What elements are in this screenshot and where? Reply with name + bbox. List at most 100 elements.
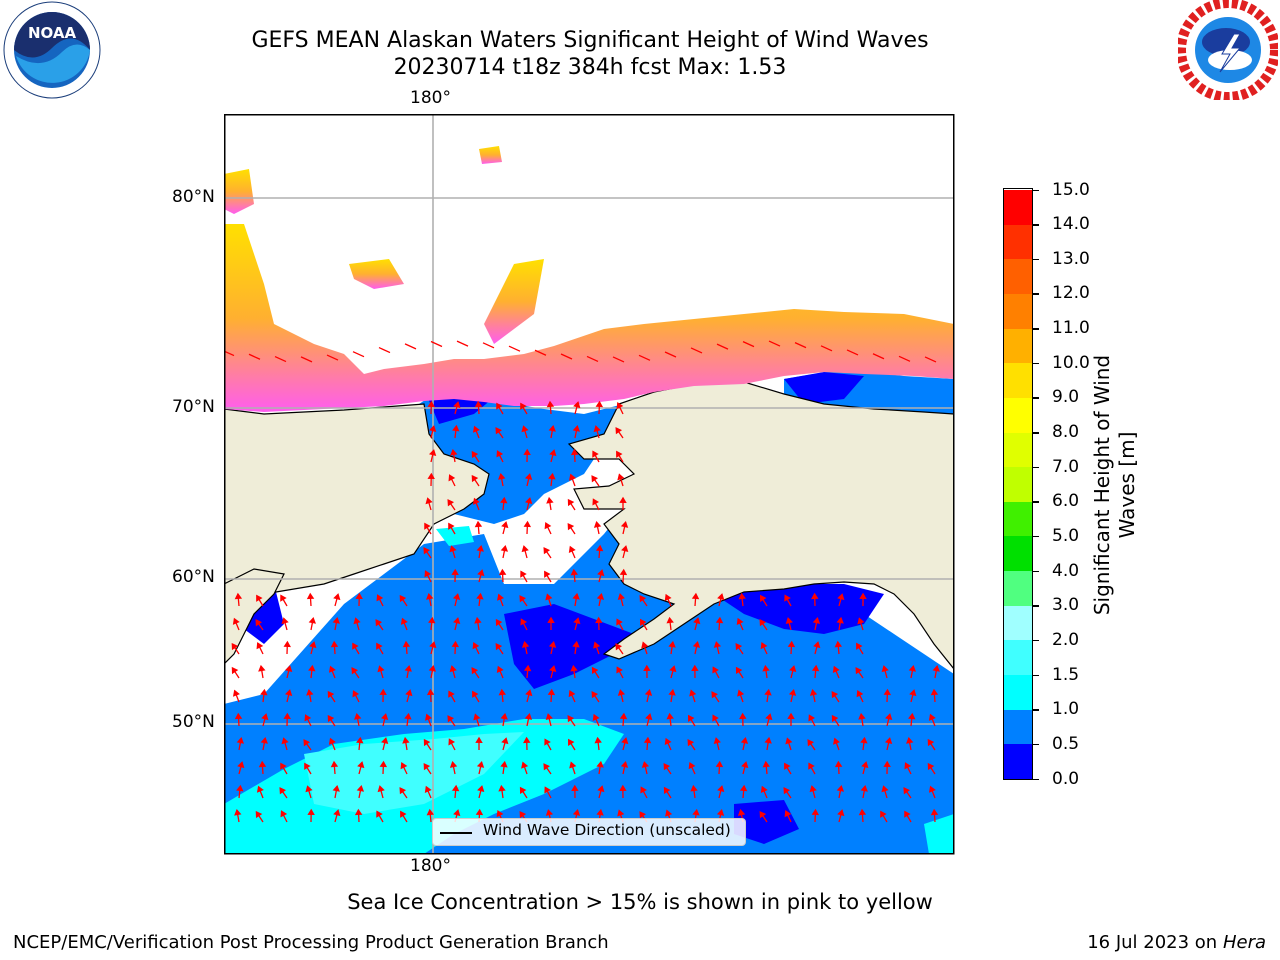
wave-direction-arrowhead xyxy=(691,592,700,600)
wave-direction-arrow xyxy=(742,341,755,348)
wave-direction-arrowhead xyxy=(545,809,554,816)
wave-direction-arrowhead xyxy=(544,786,551,794)
wave-direction-arrowhead xyxy=(377,785,385,793)
wave-direction-arrow xyxy=(664,351,677,358)
wave-direction-arrowhead xyxy=(304,714,312,722)
wave-direction-arrowhead xyxy=(521,545,529,553)
wave-direction-arrowhead xyxy=(448,522,455,530)
colorbar-tick-label: 13.0 xyxy=(1052,248,1090,269)
wave-direction-arrowhead xyxy=(380,713,389,720)
wave-direction-arrowhead xyxy=(543,547,551,555)
wave-direction-arrowhead xyxy=(495,427,503,435)
wave-direction-arrowhead xyxy=(570,568,579,576)
wave-direction-arrowhead xyxy=(591,475,599,483)
wave-direction-arrowhead xyxy=(449,545,457,553)
wave-direction-arrowhead xyxy=(735,666,743,675)
wave-direction-arrowhead xyxy=(523,664,532,672)
wave-direction-arrowhead xyxy=(500,760,508,768)
wave-direction-arrowhead xyxy=(429,641,437,649)
wave-direction-arrowhead xyxy=(785,617,793,625)
wave-direction-arrowhead xyxy=(424,570,432,578)
wave-direction-arrowhead xyxy=(666,712,674,720)
wave-direction-arrowhead xyxy=(858,712,866,720)
wave-direction-arrowhead xyxy=(737,809,746,816)
wave-direction-arrowhead xyxy=(595,400,604,408)
wave-direction-arrowhead xyxy=(520,570,527,578)
wave-direction-arrow xyxy=(820,345,833,352)
wave-direction-arrowhead xyxy=(353,617,361,625)
wave-direction-arrowhead xyxy=(400,810,407,818)
svg-text:NOAA: NOAA xyxy=(28,24,77,42)
footer-machine: Hera xyxy=(1222,932,1266,953)
footer-date: 16 Jul 2023 on Hera xyxy=(1087,932,1266,953)
wave-direction-arrowhead xyxy=(474,520,483,528)
wave-direction-arrowhead xyxy=(741,761,749,769)
colorbar-tick-label: 15.0 xyxy=(1052,179,1090,200)
wave-direction-arrowhead xyxy=(255,810,263,819)
wave-direction-arrowhead xyxy=(619,784,627,791)
wave-direction-arrowhead xyxy=(832,665,840,673)
wave-direction-arrowhead xyxy=(717,593,725,601)
colorbar-tick-label: 2.0 xyxy=(1052,629,1080,650)
wave-direction-arrowhead xyxy=(495,618,503,627)
wave-direction-arrowhead xyxy=(453,617,461,625)
wave-direction-arrowhead xyxy=(593,521,602,528)
wave-direction-arrowhead xyxy=(549,665,557,673)
wave-direction-arrowhead xyxy=(497,593,505,601)
wave-direction-arrowhead xyxy=(232,617,240,625)
wave-direction-arrowhead xyxy=(615,643,623,651)
wave-direction-arrowhead xyxy=(352,642,359,650)
sea-ice-patch-3 xyxy=(484,259,544,344)
wave-direction-arrowhead xyxy=(837,593,845,601)
wave-direction-arrowhead xyxy=(379,760,388,768)
wave-direction-arrowhead xyxy=(928,713,936,721)
wave-direction-arrowhead xyxy=(428,664,437,672)
wave-direction-arrowhead xyxy=(330,760,339,768)
wave-direction-arrowhead xyxy=(813,641,821,649)
lat-label-50: 50°N xyxy=(172,712,215,732)
wave-direction-arrowhead xyxy=(568,689,576,698)
wave-direction-arrowhead xyxy=(258,664,266,672)
colorbar-tick-mark xyxy=(1033,570,1039,573)
wave-direction-arrowhead xyxy=(597,569,605,577)
wave-direction-arrowhead xyxy=(549,449,557,457)
colorbar-tick-label: 12.0 xyxy=(1052,283,1090,304)
wave-direction-arrowhead xyxy=(789,665,797,673)
wave-direction-arrowhead xyxy=(643,736,652,744)
wave-direction-arrow xyxy=(690,347,703,354)
colorbar-tick-label: 9.0 xyxy=(1052,387,1080,408)
colorbar-tick-mark xyxy=(1033,466,1039,469)
wave-direction-arrowhead xyxy=(860,784,868,792)
wave-direction-arrowhead xyxy=(399,787,407,795)
wave-direction-arrowhead xyxy=(501,737,509,745)
wave-direction-arrow xyxy=(794,342,807,349)
wave-direction-arrowhead xyxy=(597,785,605,793)
wave-direction-arrowhead xyxy=(548,472,556,480)
wave-direction-arrow xyxy=(300,356,313,363)
wave-direction-arrowhead xyxy=(811,808,820,816)
wave-direction-arrowhead xyxy=(663,786,671,795)
wave-direction-arrowhead xyxy=(573,401,581,409)
wave-direction-arrowhead xyxy=(616,402,624,410)
wave-direction-arrowhead xyxy=(668,640,676,648)
wave-direction-arrowhead xyxy=(306,592,315,600)
wave-direction-arrowhead xyxy=(498,784,506,792)
colorbar-tick-mark xyxy=(1033,639,1039,642)
ocean-cyan-region-3 xyxy=(436,526,474,546)
wave-direction-arrowhead xyxy=(593,425,601,433)
colorbar-tick-mark xyxy=(1033,189,1039,191)
wave-direction-arrowhead xyxy=(423,547,431,555)
wave-direction-arrowhead xyxy=(664,593,672,602)
wave-direction-arrow xyxy=(378,346,391,354)
wave-direction-arrowhead xyxy=(880,810,887,818)
wave-direction-arrowhead xyxy=(308,664,316,672)
colorbar-tick-label: 10.0 xyxy=(1052,352,1090,373)
colorbar-tick-mark xyxy=(1033,501,1039,503)
wave-direction-arrowhead xyxy=(496,665,504,673)
wave-direction-arrowhead xyxy=(645,713,653,721)
wave-direction-arrowhead xyxy=(448,690,455,698)
wave-direction-arrowhead xyxy=(860,736,868,744)
wave-direction-arrowhead xyxy=(376,810,383,818)
wave-direction-arrowhead xyxy=(783,787,791,795)
wave-direction-arrowhead xyxy=(256,594,263,602)
